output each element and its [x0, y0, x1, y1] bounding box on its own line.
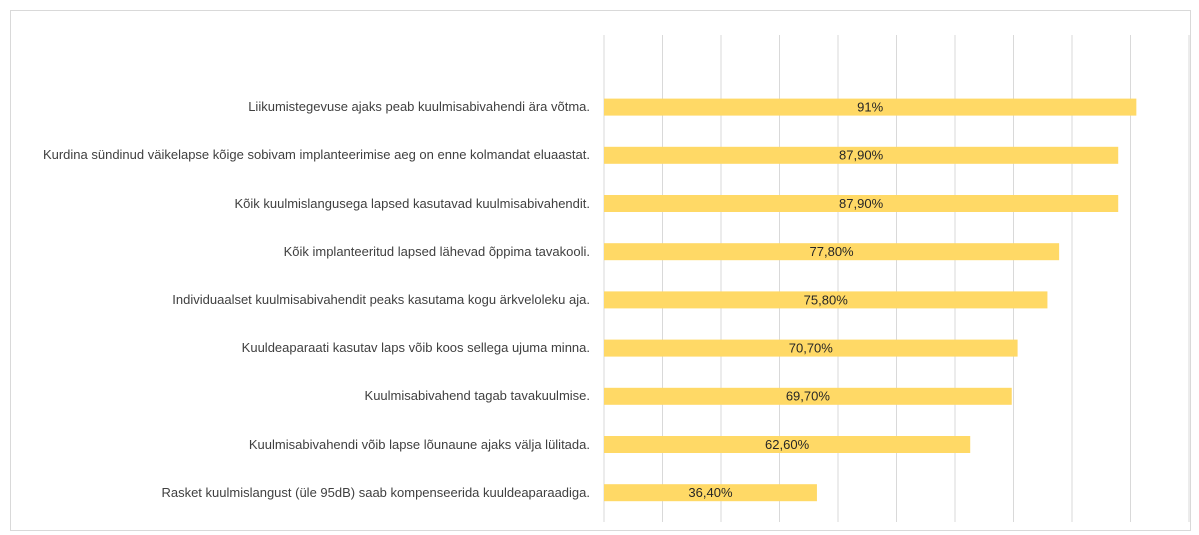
category-label: Liikumistegevuse ajaks peab kuulmisabiva…	[248, 99, 590, 115]
category-label: Individuaalset kuulmisabivahendit peaks …	[172, 291, 590, 307]
data-label: 87,90%	[839, 196, 884, 211]
data-label: 91%	[857, 100, 883, 115]
data-label: 36,40%	[688, 485, 733, 500]
category-label-box: Kurdina sündinud väikelapse kõige sobiva…	[20, 131, 590, 179]
data-label: 77,80%	[810, 244, 855, 259]
category-label-box: Kuuldeaparaati kasutav laps võib koos se…	[20, 324, 590, 372]
data-label: 87,90%	[839, 148, 884, 163]
chart-border	[10, 10, 1191, 531]
data-label: 75,80%	[804, 292, 849, 307]
bar	[604, 195, 1119, 212]
category-label-box: Kõik implanteeritud lapsed lähevad õppim…	[20, 228, 590, 276]
bar	[604, 98, 1137, 116]
bar	[604, 243, 1060, 261]
category-label: Kuuldeaparaati kasutav laps võib koos se…	[241, 340, 590, 356]
category-label-box: Kuulmisabivahendi võib lapse lõunaune aj…	[20, 421, 590, 469]
category-label: Rasket kuulmislangust (üle 95dB) saab ko…	[161, 484, 590, 500]
category-label-box: Kuulmisabivahend tagab tavakuulmise.	[20, 372, 590, 420]
category-label-box: Individuaalset kuulmisabivahendit peaks …	[20, 276, 590, 324]
bar	[604, 146, 1119, 164]
category-label: Kuulmisabivahend tagab tavakuulmise.	[364, 388, 590, 404]
bar	[604, 291, 1048, 309]
bar	[604, 387, 1012, 405]
bar	[604, 484, 817, 502]
category-label: Kõik kuulmislangusega lapsed kasutavad k…	[234, 195, 590, 211]
category-label: Kõik implanteeritud lapsed lähevad õppim…	[283, 243, 590, 259]
bar	[604, 436, 971, 453]
bar	[604, 339, 1018, 357]
data-label: 70,70%	[789, 341, 834, 356]
category-label-box: Kõik kuulmislangusega lapsed kasutavad k…	[20, 180, 590, 228]
data-label: 62,60%	[765, 437, 810, 452]
category-label-box: Liikumistegevuse ajaks peab kuulmisabiva…	[20, 83, 590, 131]
data-label: 69,70%	[786, 389, 831, 404]
category-label-box: Rasket kuulmislangust (üle 95dB) saab ko…	[20, 469, 590, 517]
category-label: Kuulmisabivahendi võib lapse lõunaune aj…	[248, 436, 590, 452]
category-label: Kurdina sündinud väikelapse kõige sobiva…	[42, 147, 590, 163]
